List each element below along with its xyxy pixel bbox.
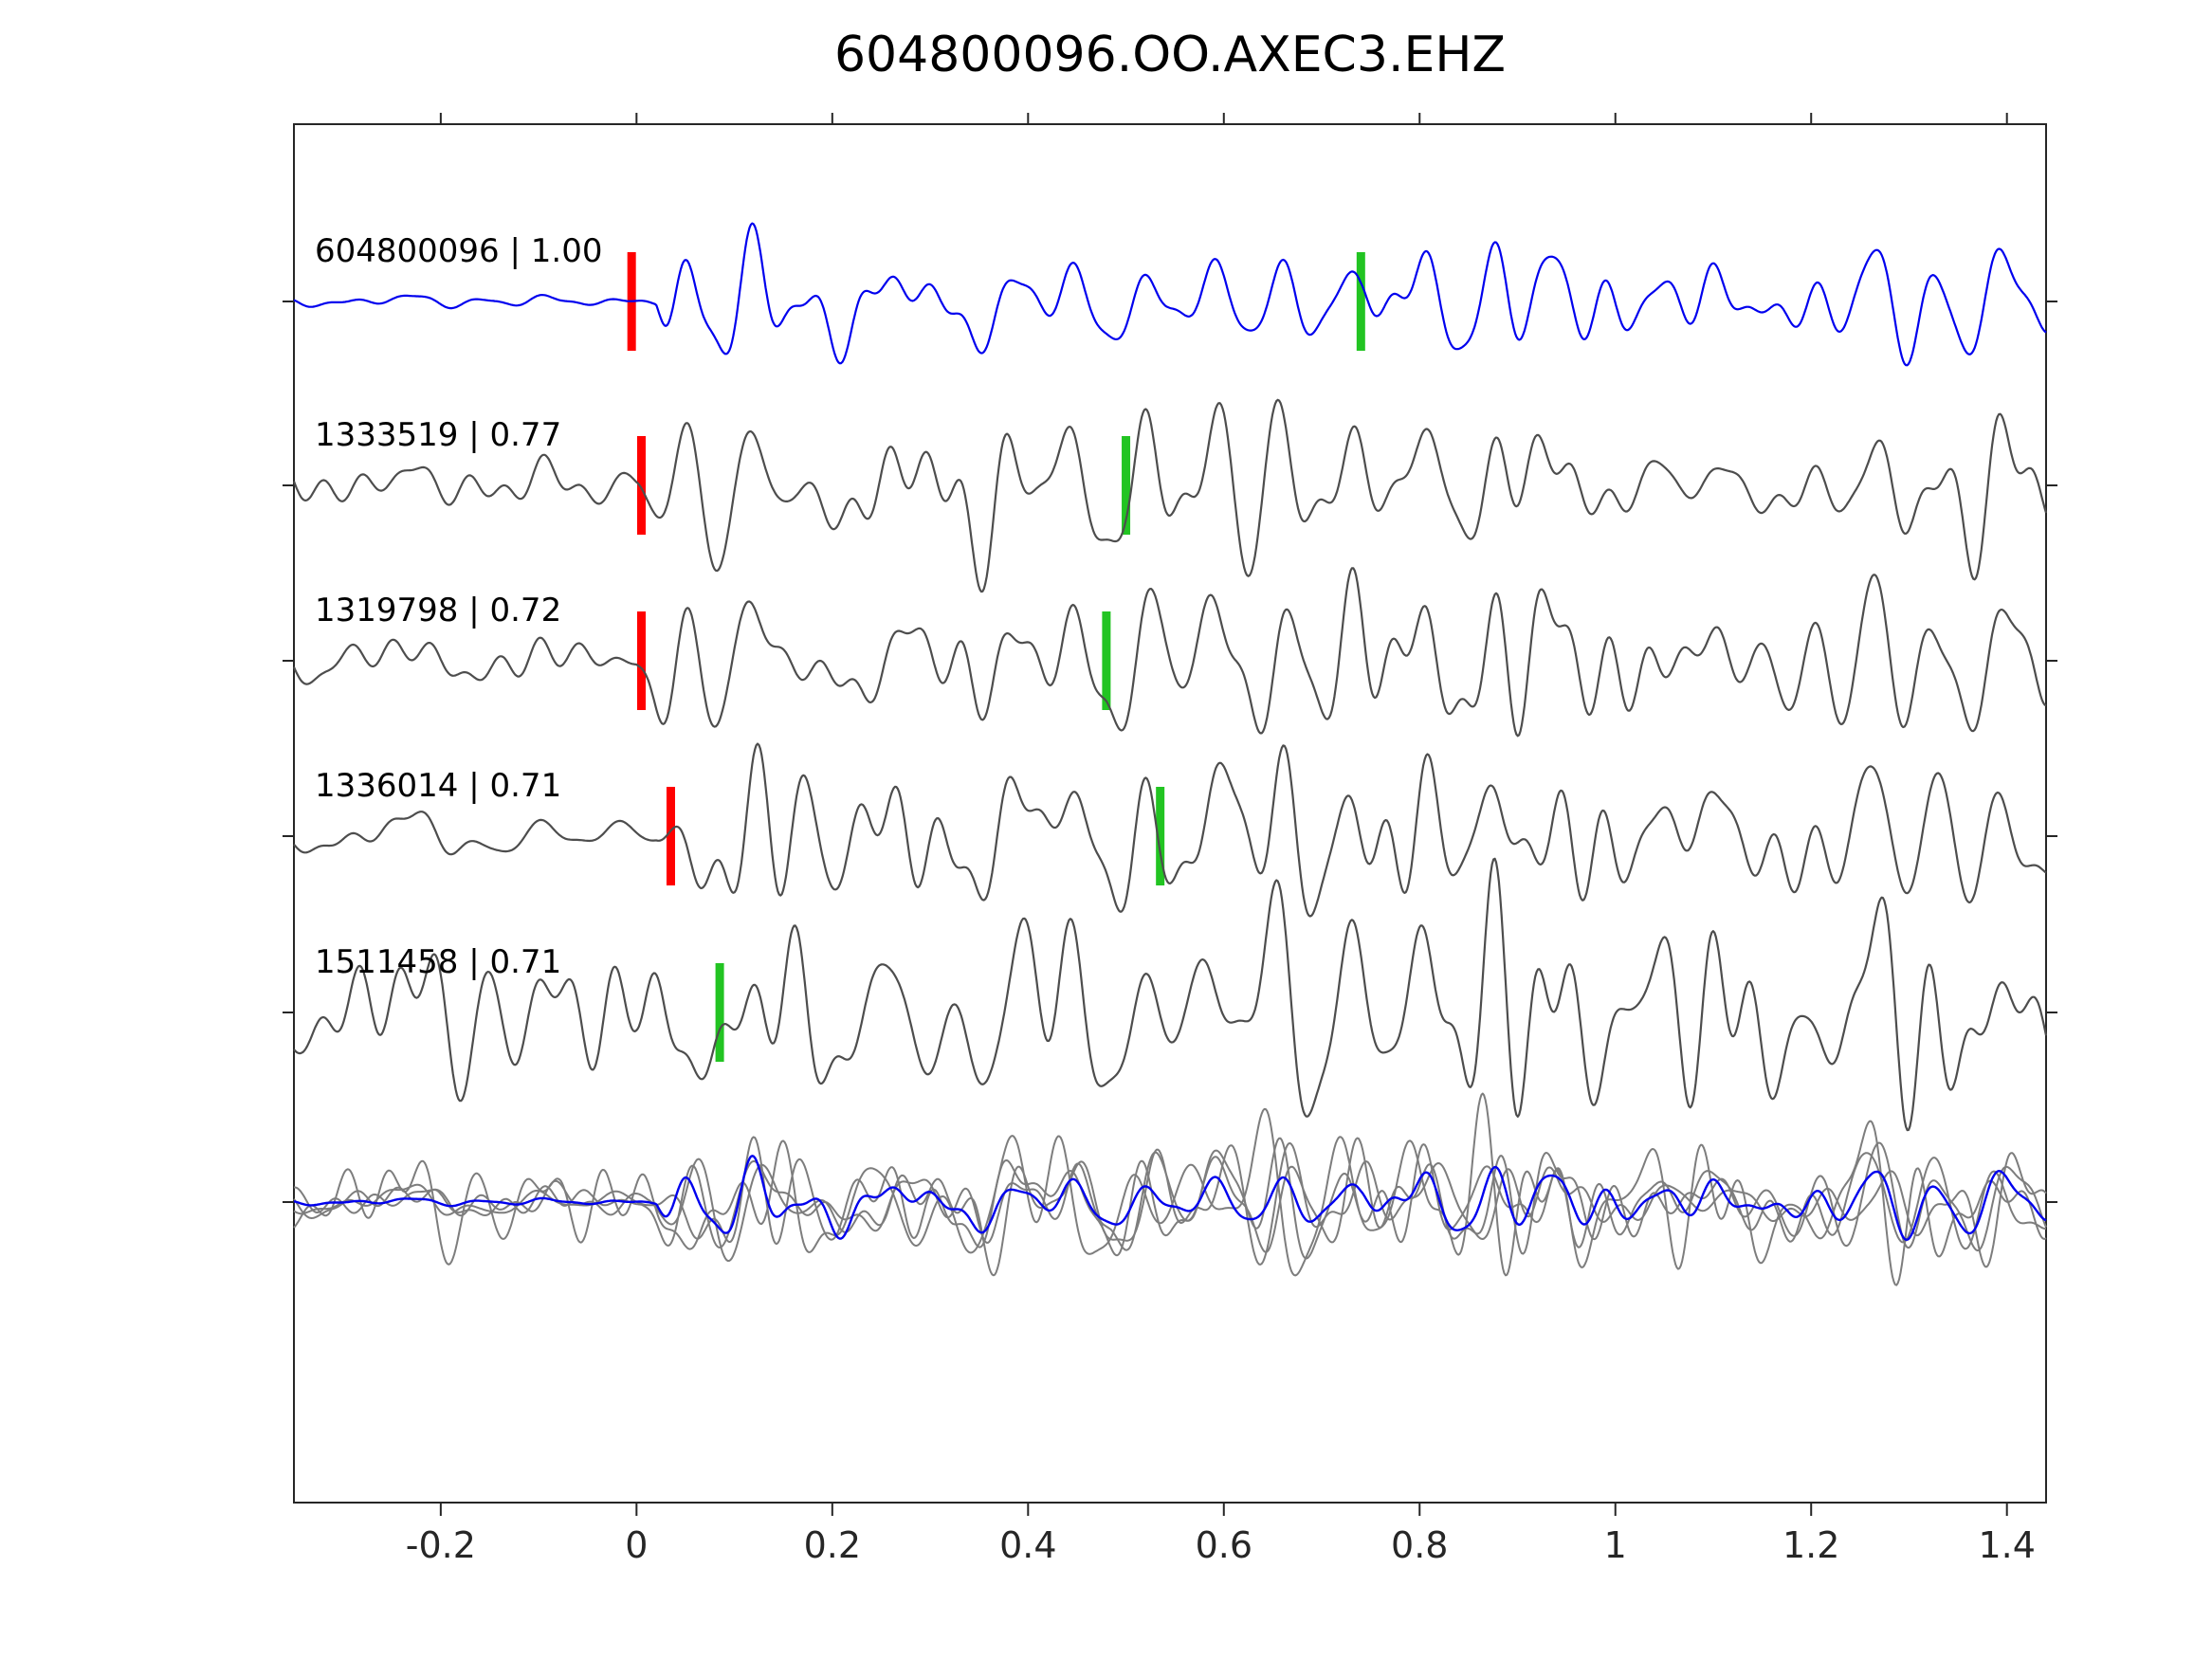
axes-frame xyxy=(293,123,2047,1504)
overlay-waveform-1511458 xyxy=(293,1092,2047,1286)
trace-label: 1319798 | 0.72 xyxy=(315,592,561,629)
trace-label: 1336014 | 0.71 xyxy=(315,767,561,805)
x-tick-label: 0.2 xyxy=(804,1524,861,1566)
plot-title: 604800096.OO.AXEC3.EHZ xyxy=(833,27,1507,83)
trace-label: 1333519 | 0.77 xyxy=(315,416,561,454)
x-tick-label: 1.2 xyxy=(1782,1524,1839,1566)
trace-label: 604800096 | 1.00 xyxy=(315,232,602,270)
x-tick-label: 0.8 xyxy=(1391,1524,1448,1566)
x-tick-label: 1 xyxy=(1604,1524,1627,1566)
x-tick-label: 0 xyxy=(625,1524,648,1566)
waveform-1319798 xyxy=(292,567,2047,738)
x-tick-label: 0.4 xyxy=(999,1524,1056,1566)
x-tick-label: -0.2 xyxy=(406,1524,476,1566)
waveform-1333519 xyxy=(292,398,2048,593)
x-tick-label: 1.4 xyxy=(1978,1524,2035,1566)
waveform-1336014 xyxy=(293,742,2047,918)
x-tick-label: 0.6 xyxy=(1196,1524,1252,1566)
overlay-waveform-1336014 xyxy=(293,1136,2046,1260)
overlay-waveform-1333519 xyxy=(294,1141,2047,1277)
waveform-604800096 xyxy=(293,222,2047,367)
waveform-1511458 xyxy=(293,857,2048,1132)
trace-label: 1511458 | 0.71 xyxy=(315,943,561,981)
overlay-waveform-template xyxy=(293,1155,2047,1241)
